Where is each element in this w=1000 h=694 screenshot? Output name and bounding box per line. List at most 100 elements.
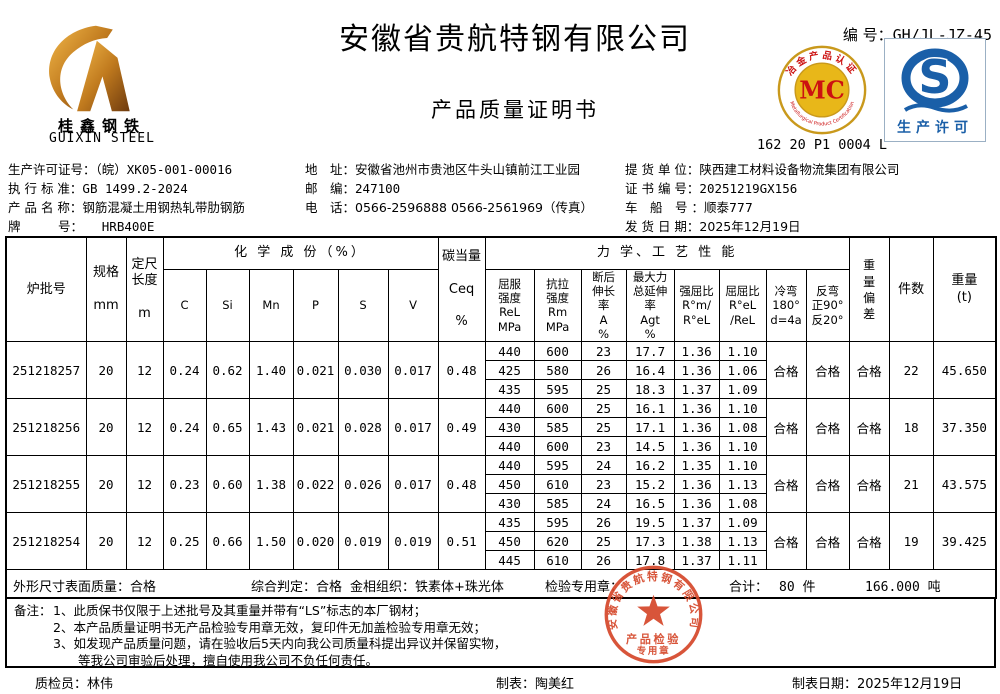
rel-cell: 440 xyxy=(484,455,535,476)
col-header-p: P xyxy=(292,268,339,343)
table-row: 251218255 20 12 0.23 0.60 1.38 0.022 0.026 0.017… xyxy=(5,455,997,514)
info-value: 0566-2596888 0566-2561969（传真） xyxy=(355,200,593,215)
chem-si-cell: 0.65 xyxy=(205,398,250,457)
quality-data-table: 炉批号 规格 mm 定尺 长度 m 化 学 成 份（%） 碳当量 Ceq % 力… xyxy=(5,236,998,599)
chem-c-cell: 0.23 xyxy=(162,455,207,514)
chem-si-cell: 0.60 xyxy=(205,455,250,514)
consignee-field: 提 货 单 位：陕西建工材料设备物流集团有限公司 xyxy=(625,160,899,179)
report-date: 制表日期：2025年12月19日 xyxy=(792,677,963,692)
spec-cell: 20 xyxy=(85,455,127,514)
weight-cell: 43.575 xyxy=(932,455,997,514)
col-header-weight-deviation: 重 量 偏 差 xyxy=(848,236,890,343)
col-header-spec: 规格 mm xyxy=(85,236,127,343)
info-column-right: 提 货 单 位：陕西建工材料设备物流集团有限公司 证 书 编 号：2025121… xyxy=(625,160,899,236)
rm-cell: 600 xyxy=(533,398,582,419)
rel-ratio-cell: 1.11 xyxy=(718,550,767,571)
rel-cell: 435 xyxy=(484,379,535,400)
rel-ratio-cell: 1.10 xyxy=(718,436,767,457)
logo-english-text: GUIXIN STEEL xyxy=(49,131,155,146)
col-header-agt: 最大力 总延伸 率 Agt % xyxy=(625,268,675,343)
rel-cell: 440 xyxy=(484,341,535,362)
rel-cell: 425 xyxy=(484,360,535,381)
summary-row: 外形尺寸表面质量：合格 综合判定：合格 金相组织：铁素体+珠光体 检验专用章： … xyxy=(5,569,997,599)
info-label: 发 货 日 期： xyxy=(625,219,700,234)
rel-ratio-cell: 1.06 xyxy=(718,360,767,381)
rm-rel-ratio-cell: 1.36 xyxy=(673,474,720,495)
chem-s-cell: 0.028 xyxy=(337,398,389,457)
info-value: 顺泰777 xyxy=(703,200,753,215)
qs-production-license-badge-icon: S 生产许可 xyxy=(884,38,986,142)
info-column-left: 生产许可证号：（皖）XK05-001-00016 执 行 标 准：GB 1499… xyxy=(8,160,245,236)
info-label: 牌 号： xyxy=(8,219,77,234)
rel-cell: 430 xyxy=(484,493,535,514)
heat-no-cell: 251218257 xyxy=(5,341,87,400)
pieces-cell: 19 xyxy=(888,512,934,571)
group-header-chemical: 化 学 成 份（%） xyxy=(162,236,439,270)
phone-field: 电 话：0566-2596888 0566-2561969（传真） xyxy=(305,198,593,217)
postcode-field: 邮 编：247100 xyxy=(305,179,593,198)
chem-c-cell: 0.25 xyxy=(162,512,207,571)
rm-rel-ratio-cell: 1.36 xyxy=(673,436,720,457)
rm-rel-ratio-cell: 1.36 xyxy=(673,360,720,381)
rel-cell: 440 xyxy=(484,398,535,419)
cold-bend-cell: 合格 xyxy=(765,398,807,457)
elongation-cell: 25 xyxy=(580,417,627,438)
info-value: GB 1499.2-2024 xyxy=(82,181,188,196)
info-label: 邮 编： xyxy=(305,181,356,196)
rel-cell: 435 xyxy=(484,512,535,533)
length-cell: 12 xyxy=(125,341,164,400)
table-row: 450 620 25 17.3 1.38 1.13 xyxy=(6,531,996,552)
chem-mn-cell: 1.43 xyxy=(248,398,294,457)
rm-cell: 600 xyxy=(533,341,582,362)
table-row: 450 610 23 15.2 1.36 1.13 xyxy=(6,474,996,495)
remarks-lines: 1、此质保书仅限于上述批号及其重量并带有“LS”标志的本厂钢材； 2、本产品质量… xyxy=(53,603,506,669)
rel-cell: 450 xyxy=(484,474,535,495)
rm-rel-ratio-cell: 1.37 xyxy=(673,512,720,533)
reverse-bend-cell: 合格 xyxy=(805,512,850,571)
info-value: 钢筋混凝土用钢热轧带肋钢筋 xyxy=(82,200,245,215)
guixin-steel-logo-icon xyxy=(49,25,130,112)
cert-table-body: 251218257 20 12 0.24 0.62 1.40 0.021 0.030 0.017… xyxy=(5,341,997,571)
rm-cell: 610 xyxy=(533,474,582,495)
chem-v-cell: 0.017 xyxy=(387,341,439,400)
col-header-v: V xyxy=(387,268,439,343)
elongation-cell: 23 xyxy=(580,341,627,362)
chem-p-cell: 0.021 xyxy=(292,398,339,457)
col-header-s: S xyxy=(337,268,389,343)
document-title: 产品质量证明书 xyxy=(431,98,599,122)
info-value: （皖）XK05-001-00016 xyxy=(95,162,233,177)
address-field: 地 址：安徽省池州市贵池区牛头山镇前江工业园 xyxy=(305,160,593,179)
col-header-ceq: 碳当量 Ceq % xyxy=(437,236,486,343)
table-row: 251218257 20 12 0.24 0.62 1.40 0.021 0.030 0.017… xyxy=(5,341,997,400)
standard-field: 执 行 标 准：GB 1499.2-2024 xyxy=(8,179,245,198)
rel-ratio-cell: 1.13 xyxy=(718,531,767,552)
pieces-cell: 18 xyxy=(888,398,934,457)
ship-date-field: 发 货 日 期：2025年12月19日 xyxy=(625,217,899,236)
elongation-cell: 23 xyxy=(580,474,627,495)
length-cell: 12 xyxy=(125,512,164,571)
stamp-line2: 专用章 xyxy=(637,645,670,657)
col-header-reverse-bend: 反弯 正90° 反20° xyxy=(805,268,850,343)
chem-c-cell: 0.24 xyxy=(162,341,207,400)
info-value: 20251219GX156 xyxy=(699,181,798,196)
weight-deviation-cell: 合格 xyxy=(848,398,890,457)
col-header-pieces: 件数 xyxy=(888,236,934,343)
info-label: 电 话： xyxy=(305,200,356,215)
info-value: 安徽省池州市贵池区牛头山镇前江工业园 xyxy=(355,162,581,177)
rm-rel-ratio-cell: 1.36 xyxy=(673,493,720,514)
table-row: 251218256 20 12 0.24 0.65 1.43 0.021 0.028 0.017… xyxy=(5,398,997,457)
elongation-cell: 26 xyxy=(580,360,627,381)
info-label: 产 品 名 称： xyxy=(8,200,83,215)
col-header-c: C xyxy=(162,268,207,343)
pieces-cell: 22 xyxy=(888,341,934,400)
summary-surface-quality: 外形尺寸表面质量：合格 xyxy=(13,580,157,596)
info-label: 生产许可证号： xyxy=(8,162,96,177)
agt-cell: 19.5 xyxy=(625,512,675,533)
rel-cell: 445 xyxy=(484,550,535,571)
chem-v-cell: 0.017 xyxy=(387,398,439,457)
info-label: 地 址： xyxy=(305,162,356,177)
chem-si-cell: 0.66 xyxy=(205,512,250,571)
rel-ratio-cell: 1.09 xyxy=(718,512,767,533)
chem-p-cell: 0.022 xyxy=(292,455,339,514)
col-header-heat-no: 炉批号 xyxy=(5,236,87,343)
